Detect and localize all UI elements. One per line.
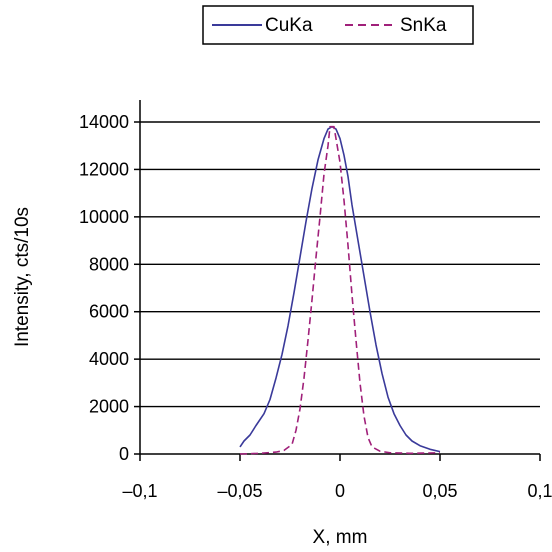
y-tick-label-6: 12000 (79, 159, 129, 179)
y-tick-label-7: 14000 (79, 112, 129, 132)
x-axis-title: X, mm (313, 527, 368, 548)
x-tick-label-4: 0,1 (527, 481, 552, 501)
x-ticks: –0,1 –0,05 0 0,05 0,1 (122, 454, 552, 501)
legend-label-cuka: CuKa (265, 15, 313, 36)
y-ticks: 0 2000 4000 6000 8000 10000 12000 14000 (79, 112, 140, 464)
series-group (239, 125, 441, 455)
y-tick-label-0: 0 (119, 444, 129, 464)
series-line-snka (239, 125, 441, 455)
x-tick-label-3: 0,05 (422, 481, 457, 501)
y-tick-label-3: 6000 (89, 302, 129, 322)
y-tick-label-5: 10000 (79, 207, 129, 227)
legend-label-snka: SnKa (400, 15, 447, 36)
series-line-cuka (239, 125, 441, 453)
x-tick-label-1: –0,05 (217, 481, 262, 501)
axes (139, 100, 540, 455)
x-tick-label-0: –0,1 (122, 481, 157, 501)
y-tick-label-4: 8000 (89, 254, 129, 274)
gridlines (140, 121, 540, 408)
legend: CuKa SnKa (202, 5, 474, 45)
y-tick-label-1: 2000 (89, 397, 129, 417)
y-tick-label-2: 4000 (89, 349, 129, 369)
x-tick-label-2: 0 (335, 481, 345, 501)
y-axis-title: Intensity, cts/10s (12, 207, 33, 347)
